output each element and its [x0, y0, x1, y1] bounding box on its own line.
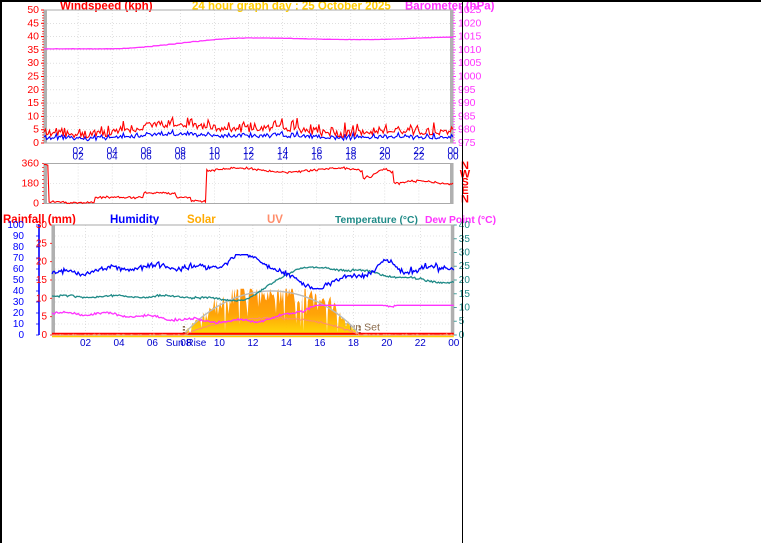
svg-text:02: 02	[80, 338, 92, 349]
svg-text:60: 60	[13, 264, 25, 275]
svg-text:30: 30	[459, 248, 471, 259]
svg-text:40: 40	[459, 220, 471, 231]
svg-text:0: 0	[18, 330, 24, 341]
svg-text:10: 10	[36, 293, 48, 304]
svg-text:10: 10	[209, 152, 221, 163]
svg-text:24 hour graph day : 25 October: 24 hour graph day : 25 October 2025	[192, 2, 391, 13]
svg-text:10: 10	[27, 110, 39, 122]
svg-text:16: 16	[314, 338, 326, 349]
svg-text:20: 20	[13, 308, 25, 319]
svg-text:12: 12	[247, 338, 259, 349]
svg-text:20: 20	[381, 338, 393, 349]
svg-text:Humidity: Humidity	[110, 214, 160, 226]
svg-text:06: 06	[141, 152, 153, 163]
svg-text:10: 10	[459, 303, 471, 314]
svg-text:30: 30	[27, 57, 39, 69]
svg-text:990: 990	[458, 97, 476, 109]
svg-text:50: 50	[27, 4, 39, 16]
svg-text:35: 35	[27, 44, 39, 56]
svg-text:Solar: Solar	[187, 214, 216, 226]
svg-text:30: 30	[13, 297, 25, 308]
svg-text:14: 14	[281, 338, 293, 349]
svg-text:22: 22	[413, 152, 425, 163]
svg-text:15: 15	[36, 275, 48, 286]
svg-text:Windspeed (kph): Windspeed (kph)	[60, 2, 153, 13]
svg-text:02: 02	[73, 152, 85, 163]
svg-text:25: 25	[459, 261, 471, 272]
svg-text:UV: UV	[267, 214, 283, 226]
svg-text:25: 25	[36, 238, 48, 249]
svg-text:985: 985	[458, 110, 476, 122]
svg-text:12: 12	[243, 152, 255, 163]
svg-text:0: 0	[41, 330, 47, 341]
svg-text:50: 50	[13, 275, 25, 286]
svg-text:40: 40	[27, 31, 39, 43]
svg-text:Sun Rise: Sun Rise	[166, 338, 207, 349]
svg-text:5: 5	[33, 124, 39, 136]
svg-text:15: 15	[459, 289, 471, 300]
svg-text:0: 0	[33, 198, 39, 210]
svg-text:06: 06	[147, 338, 159, 349]
svg-text:10: 10	[214, 338, 226, 349]
svg-text:100: 100	[7, 220, 24, 231]
svg-text:20: 20	[379, 152, 391, 163]
svg-text:30: 30	[36, 220, 48, 231]
svg-text:10: 10	[13, 319, 25, 330]
svg-text:08: 08	[175, 152, 187, 163]
svg-text:70: 70	[13, 253, 25, 264]
svg-text:45: 45	[27, 17, 39, 29]
svg-text:18: 18	[348, 338, 360, 349]
svg-text:00: 00	[448, 338, 460, 349]
svg-text:90: 90	[13, 231, 25, 242]
svg-text:20: 20	[36, 257, 48, 268]
svg-text:975: 975	[458, 137, 476, 149]
svg-text:180: 180	[21, 178, 39, 190]
svg-text:15: 15	[27, 97, 39, 109]
svg-text:22: 22	[415, 338, 427, 349]
svg-text:18: 18	[345, 152, 357, 163]
svg-text:20: 20	[27, 84, 39, 96]
svg-text:16: 16	[311, 152, 323, 163]
svg-text:995: 995	[458, 84, 476, 96]
svg-text:980: 980	[458, 124, 476, 136]
svg-text:04: 04	[107, 152, 119, 163]
svg-text:04: 04	[113, 338, 125, 349]
svg-text:00: 00	[447, 152, 459, 163]
svg-text:360: 360	[21, 158, 39, 170]
svg-text:14: 14	[277, 152, 289, 163]
svg-text:20: 20	[459, 275, 471, 286]
svg-text:40: 40	[13, 286, 25, 297]
svg-text:5: 5	[41, 312, 47, 323]
svg-text:0: 0	[33, 137, 39, 149]
svg-text:35: 35	[459, 234, 471, 245]
svg-text:Temperature (°C): Temperature (°C)	[335, 215, 418, 226]
svg-text:80: 80	[13, 242, 25, 253]
svg-text:25: 25	[27, 71, 39, 83]
